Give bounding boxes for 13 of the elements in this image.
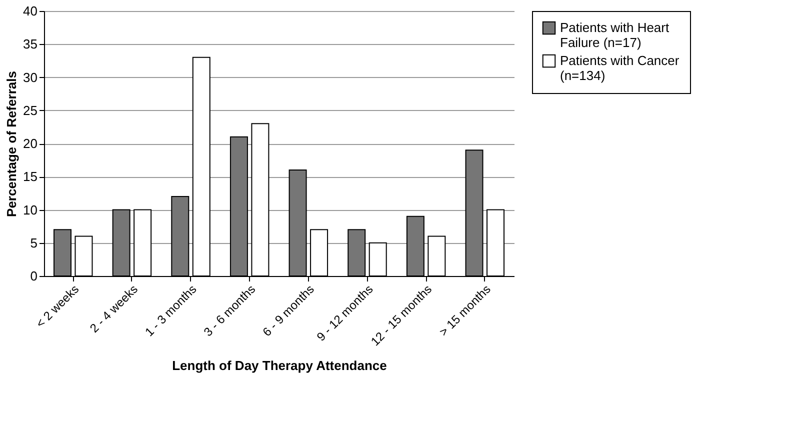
y-tick-label: 5 <box>30 235 38 250</box>
y-tick-label: 35 <box>23 36 38 52</box>
y-tick-label: 30 <box>23 70 38 85</box>
y-tick-label: 10 <box>23 202 38 218</box>
legend-label: Patients with Heart Failure (n=17) <box>560 20 670 50</box>
y-tick-label: 40 <box>23 4 38 18</box>
x-axis-title: Length of Day Therapy Attendance <box>172 358 387 373</box>
legend-label: Patients with Cancer (n=134) <box>560 53 680 83</box>
y-tick-label: 0 <box>30 268 38 284</box>
y-tick-label: 15 <box>23 169 38 184</box>
y-axis-title: Percentage of Referrals <box>4 71 20 217</box>
y-tick-label: 20 <box>23 136 38 151</box>
y-tick-label: 25 <box>23 102 38 118</box>
